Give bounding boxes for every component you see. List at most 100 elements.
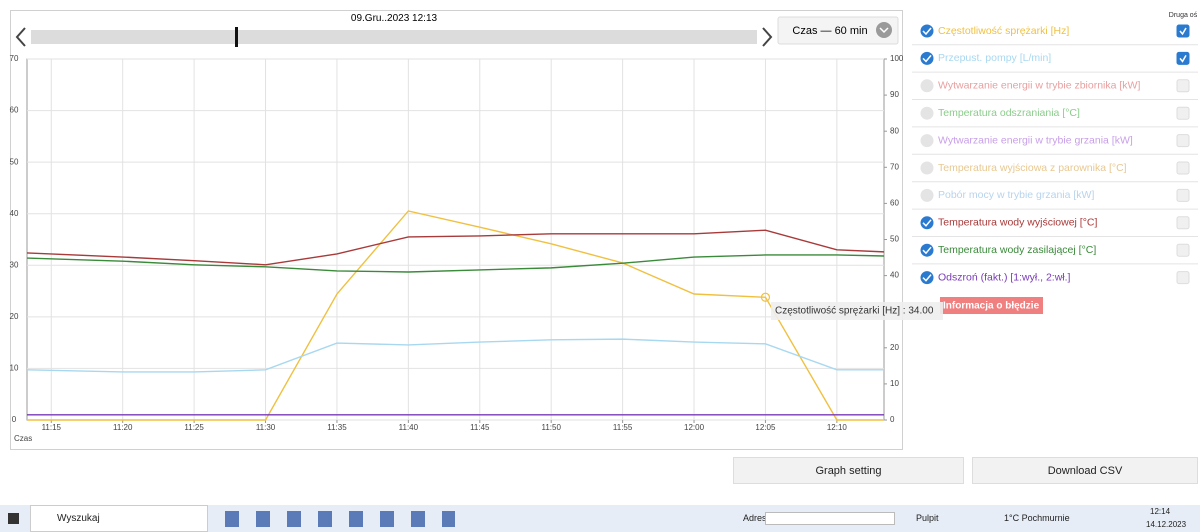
check-icon xyxy=(922,274,932,282)
y2-tick-label: 0 xyxy=(890,415,895,424)
series-line xyxy=(26,254,885,273)
legend-label[interactable]: Pobór mocy w trybie grzania [kW] xyxy=(938,189,1094,201)
address-label: Adres xyxy=(743,513,767,523)
error-badge-bg xyxy=(940,297,1043,314)
checkbox-check xyxy=(1179,27,1187,36)
x-tick-label: 11:25 xyxy=(184,423,204,432)
chevron xyxy=(879,27,889,34)
legend-label[interactable]: Wytwarzanie energii w trybie grzania [kW… xyxy=(938,134,1133,146)
legend-label[interactable]: Częstotliwość sprężarki [Hz] xyxy=(938,25,1069,37)
plot-area xyxy=(26,58,885,421)
dropdown-icon xyxy=(876,22,892,38)
second-axis-header: Druga oś xyxy=(1169,12,1198,19)
error-badge[interactable]: Informacja o błędzie xyxy=(943,301,1040,312)
prev-arrow[interactable] xyxy=(15,27,26,47)
x-tick-label: 11:40 xyxy=(399,423,419,432)
y2-tick-label: 70 xyxy=(890,162,899,171)
check-icon xyxy=(922,27,932,36)
y2-tick-label: 10 xyxy=(890,379,899,388)
second-axis-checkbox[interactable] xyxy=(1176,79,1190,93)
legend-label[interactable]: Odszroń (fakt.) [1:wył., 2:wł.] xyxy=(938,271,1071,283)
legend-label[interactable]: Wytwarzanie energii w trybie zbiornika [… xyxy=(938,80,1140,92)
y2-tick-label: 50 xyxy=(890,235,899,244)
taskbar: Wyszukaj Adres Pulpit 1°C Pochmurnie 12:… xyxy=(0,505,1200,532)
weather: 1°C Pochmurnie xyxy=(1004,513,1070,523)
y2-tick-label: 40 xyxy=(890,271,899,280)
graph-setting-button[interactable]: Graph setting xyxy=(733,457,964,484)
y-tick-label: 50 xyxy=(10,157,19,166)
clock-time: 12:14 xyxy=(1150,507,1171,516)
x-tick-label: 12:05 xyxy=(755,423,776,432)
y2-tick-label: 80 xyxy=(890,126,899,135)
second-axis-checkbox[interactable] xyxy=(1176,106,1190,120)
x-tick-label: 11:45 xyxy=(470,423,490,432)
y-tick-label: 10 xyxy=(10,364,19,373)
tooltip: Częstotliwość sprężarki [Hz] : 34.00 xyxy=(775,306,934,317)
legend-label[interactable]: Temperatura wyjściowa z parownika [°C] xyxy=(938,162,1127,174)
hover-marker xyxy=(760,292,771,302)
visibility-toggle[interactable] xyxy=(920,216,934,230)
second-axis-checkbox[interactable] xyxy=(1176,161,1190,175)
visibility-toggle[interactable] xyxy=(920,134,934,148)
taskbar-icons[interactable] xyxy=(225,511,455,527)
x-tick-label: 12:10 xyxy=(827,423,848,432)
address-input[interactable] xyxy=(765,512,895,525)
visibility-toggle[interactable] xyxy=(920,51,934,65)
visibility-toggle[interactable] xyxy=(920,24,934,38)
y-tick-label: 70 xyxy=(10,54,19,63)
second-axis-checkbox[interactable] xyxy=(1176,188,1190,202)
series-line xyxy=(26,229,885,266)
visibility-toggle[interactable] xyxy=(920,106,934,120)
legend-label[interactable]: Temperatura wody zasilającej [°C] xyxy=(938,244,1096,256)
y-tick-label: 30 xyxy=(10,260,19,269)
visibility-toggle[interactable] xyxy=(920,271,934,285)
x-tick-label: 11:15 xyxy=(42,423,62,432)
second-axis-checkbox[interactable] xyxy=(1176,271,1190,285)
desktop-label: Pulpit xyxy=(916,513,939,523)
time-range-dropdown[interactable] xyxy=(777,16,899,45)
search-text: Wyszukaj xyxy=(57,513,100,524)
legend-label[interactable]: Temperatura odszraniania [°C] xyxy=(938,107,1080,119)
y2-tick-label: 90 xyxy=(890,90,899,99)
y2-tick-label: 100 xyxy=(890,54,904,63)
y-tick-label: 60 xyxy=(10,106,19,115)
second-axis-checkbox[interactable] xyxy=(1176,216,1190,230)
check-icon xyxy=(922,246,932,255)
start-button[interactable] xyxy=(8,513,19,524)
clock-date: 14.12.2023 xyxy=(1146,520,1187,529)
visibility-toggle[interactable] xyxy=(920,188,934,202)
time-slider[interactable] xyxy=(31,30,757,44)
x-tick-label: 11:55 xyxy=(613,423,633,432)
second-axis-checkbox[interactable] xyxy=(1176,51,1190,65)
second-axis-checkbox[interactable] xyxy=(1176,243,1190,257)
x-tick-label: 12:00 xyxy=(684,423,705,432)
x-tick-label: 11:50 xyxy=(541,423,561,432)
checkbox-check xyxy=(1179,55,1187,63)
x-tick-label: 11:35 xyxy=(327,423,347,432)
visibility-toggle[interactable] xyxy=(920,79,934,93)
second-axis-checkbox[interactable] xyxy=(1176,24,1190,38)
download-csv-button[interactable]: Download CSV xyxy=(972,457,1198,484)
check-icon xyxy=(922,54,932,63)
y2-tick-label: 20 xyxy=(890,343,899,352)
visibility-toggle[interactable] xyxy=(920,161,934,175)
series-line xyxy=(27,210,884,421)
check-icon xyxy=(922,219,932,227)
y-tick-label: 40 xyxy=(10,209,19,218)
legend-label[interactable]: Temperatura wody wyjściowej [°C] xyxy=(938,217,1098,229)
x-tick-label: 11:20 xyxy=(113,423,133,432)
tooltip-bg xyxy=(771,302,943,320)
x-tick-label: 11:30 xyxy=(256,423,276,432)
y-tick-label: 0 xyxy=(12,415,17,424)
y2-tick-label: 60 xyxy=(890,199,899,208)
search-box[interactable] xyxy=(30,505,208,532)
date-label: 09.Gru..2023 12:13 xyxy=(350,13,438,24)
legend-label[interactable]: Przepust. pompy [L/min] xyxy=(938,52,1051,64)
y-tick-label: 20 xyxy=(10,312,19,321)
slider-thumb[interactable] xyxy=(235,27,238,47)
second-axis-checkbox[interactable] xyxy=(1176,134,1190,148)
series-line xyxy=(26,338,884,373)
next-arrow[interactable] xyxy=(762,27,773,47)
visibility-toggle[interactable] xyxy=(920,243,934,257)
